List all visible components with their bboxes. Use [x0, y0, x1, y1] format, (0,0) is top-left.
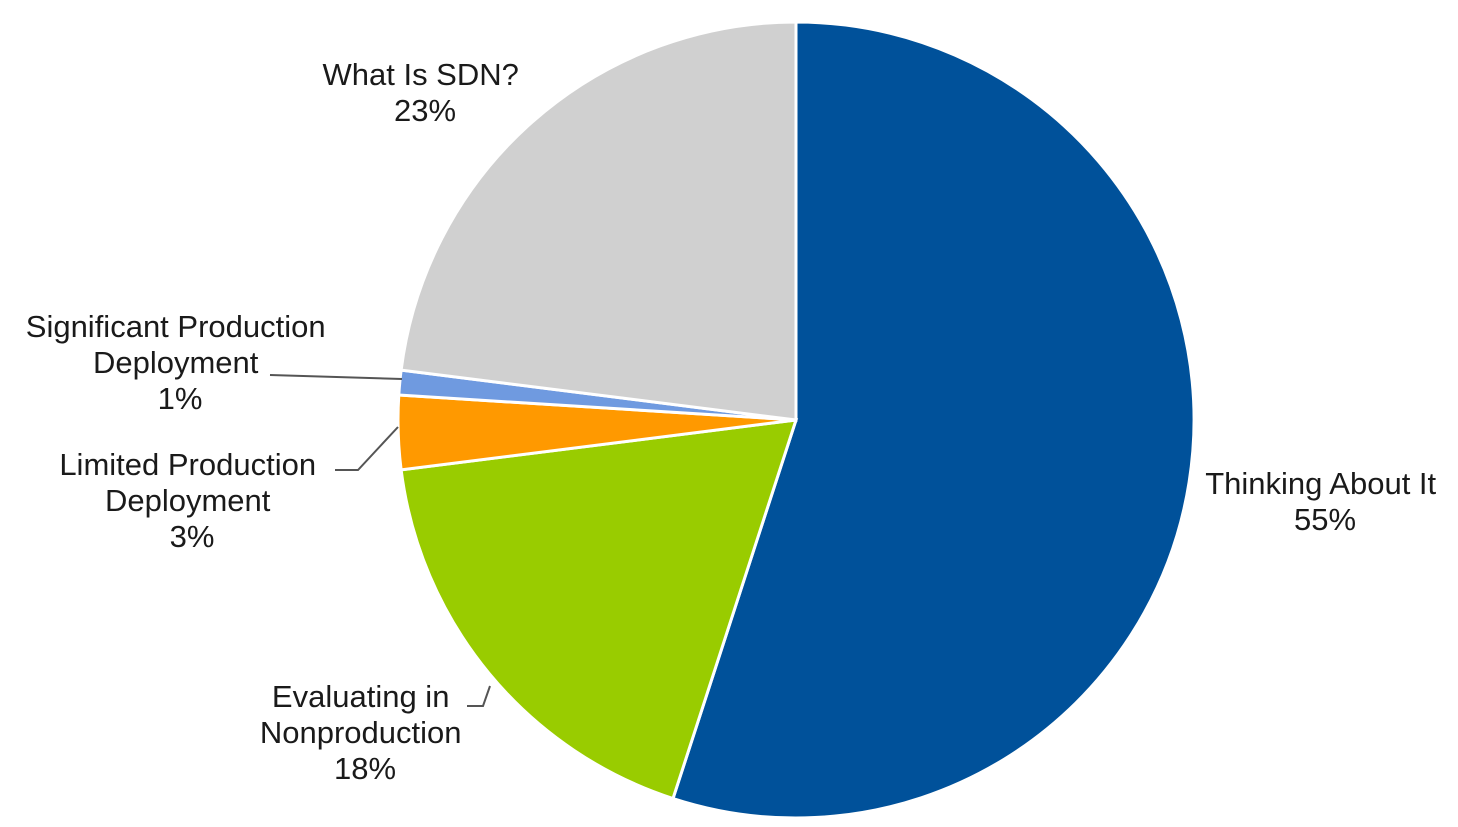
- pie-slice-evaluating: [399, 418, 799, 801]
- slice-label-text: Limited Production: [59, 447, 316, 482]
- slice-percent: 18%: [334, 751, 396, 786]
- leader-line-limited: [335, 426, 399, 471]
- leader-line-significant: [269, 374, 403, 380]
- leader-line-evaluating: [467, 685, 491, 707]
- slice-label-thinking: Thinking About It 55%: [1205, 466, 1445, 537]
- slice-label-text: What Is SDN?: [322, 57, 518, 92]
- slice-label-what-is-sdn: What Is SDN? 23%: [322, 57, 527, 128]
- slice-percent: 55%: [1294, 502, 1356, 537]
- slice-percent: 1%: [158, 381, 203, 416]
- slice-percent: 23%: [394, 93, 456, 128]
- pie-slices: [396, 20, 1196, 820]
- slice-labels: Thinking About It 55% Evaluating in Nonp…: [26, 57, 1445, 786]
- slice-label-significant: Significant Production Deployment 1%: [26, 309, 334, 416]
- slice-label-text: Evaluating in: [272, 679, 450, 714]
- slice-label-text: Thinking About It: [1205, 466, 1436, 501]
- leader-lines: [269, 374, 491, 707]
- pie-slice-what-is-sdn: [399, 20, 798, 422]
- slice-label-evaluating: Evaluating in Nonproduction 18%: [260, 679, 470, 786]
- pie-slice-thinking: [671, 20, 1196, 820]
- slice-percent: 3%: [170, 519, 215, 554]
- slice-label-limited: Limited Production Deployment 3%: [59, 447, 324, 554]
- slice-label-text: Deployment: [93, 345, 259, 380]
- slice-label-text: Nonproduction: [260, 715, 462, 750]
- slice-label-text: Significant Production: [26, 309, 326, 344]
- slice-label-text: Deployment: [105, 483, 271, 518]
